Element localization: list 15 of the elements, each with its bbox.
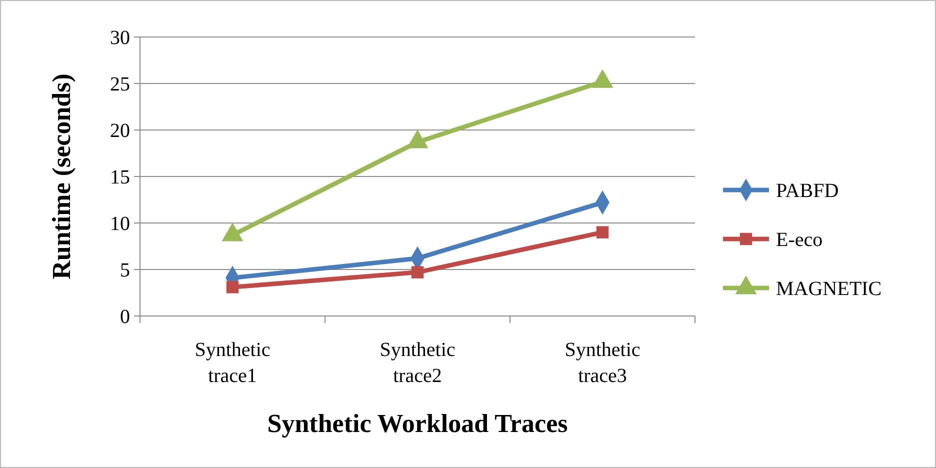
y-tick-label: 5 [120, 260, 130, 282]
legend-label: MAGNETIC [776, 278, 882, 300]
y-axis-title: Runtime (seconds) [47, 74, 76, 280]
y-tick-label: 15 [110, 166, 130, 188]
x-tick-label: Synthetic trace1 [194, 339, 270, 387]
y-tick-label: 0 [120, 306, 130, 328]
legend-label: PABFD [776, 180, 839, 202]
x-tick-label: Synthetic trace2 [380, 339, 456, 387]
y-tick-label: 20 [110, 120, 130, 142]
y-tick-label: 30 [110, 27, 130, 49]
x-axis-title: Synthetic Workload Traces [267, 409, 568, 438]
legend-label: E-eco [776, 229, 823, 251]
y-tick-label: 10 [110, 213, 130, 235]
y-tick-label: 25 [110, 74, 130, 96]
x-tick-label: Synthetic trace3 [564, 339, 640, 387]
